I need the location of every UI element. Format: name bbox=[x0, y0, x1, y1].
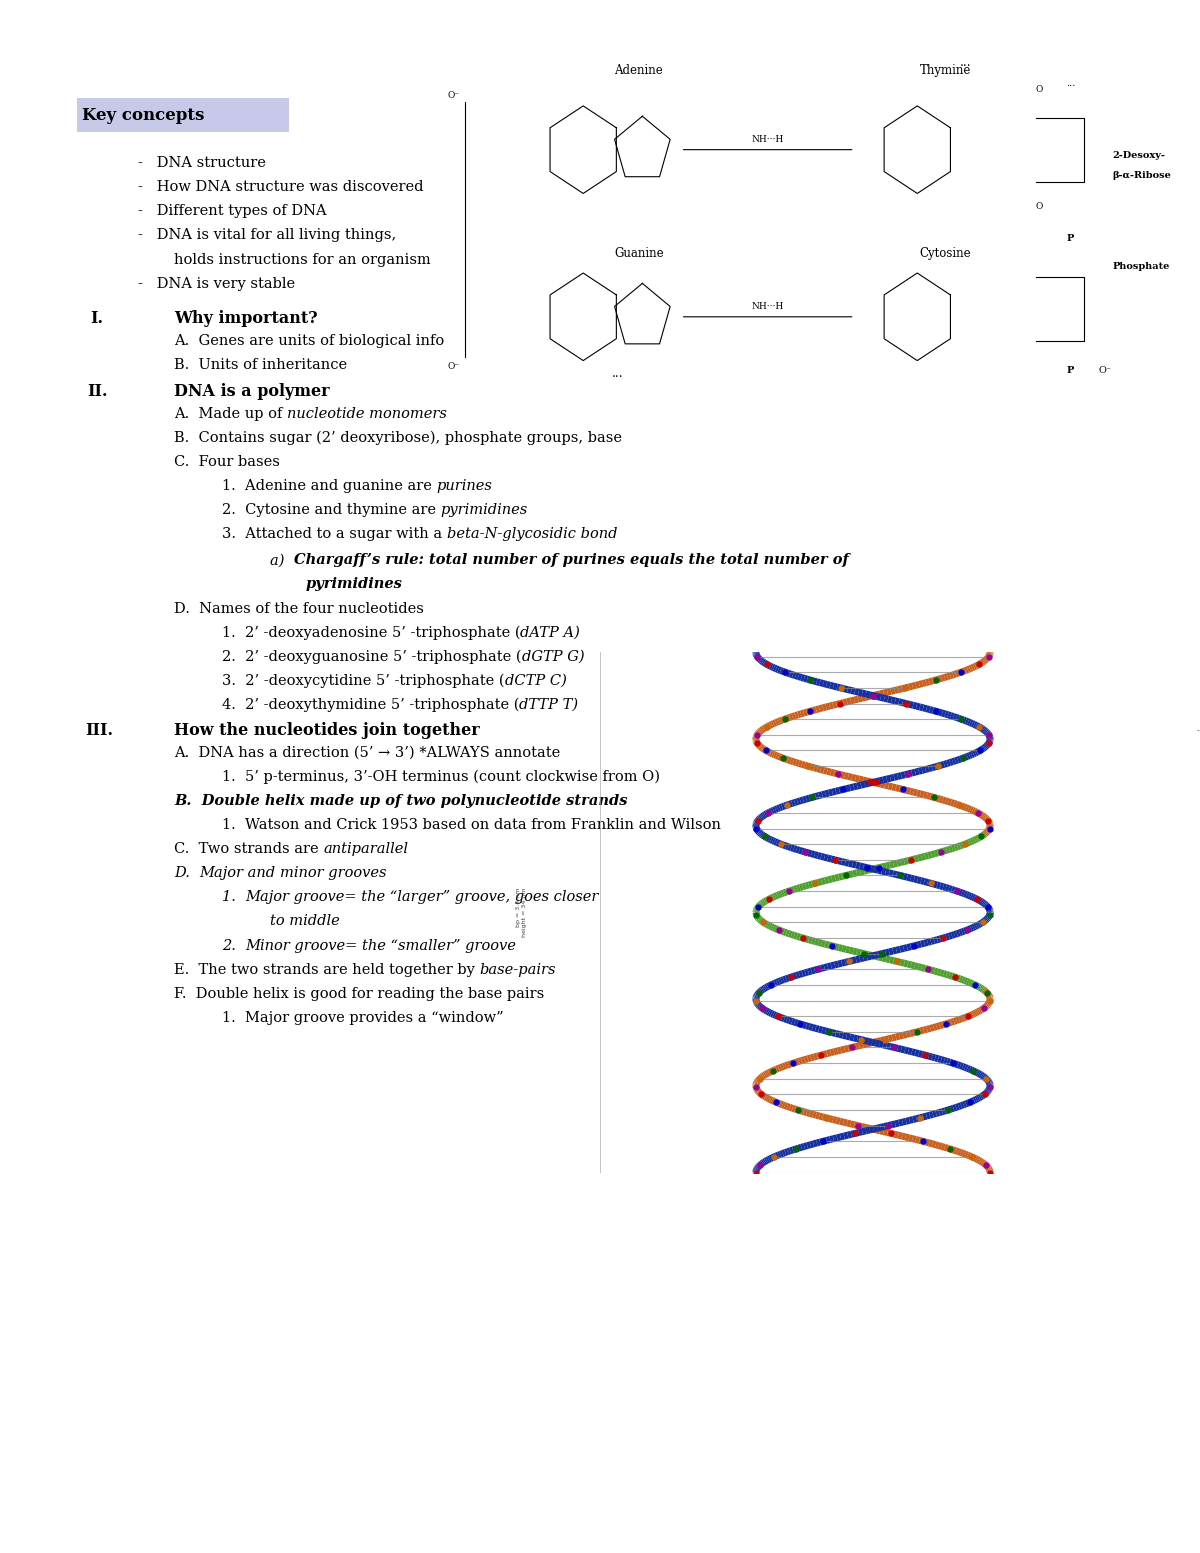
Text: a): a) bbox=[270, 553, 294, 567]
Text: Thymine: Thymine bbox=[919, 64, 971, 78]
Text: NH···H: NH···H bbox=[751, 135, 784, 144]
Text: ...: ... bbox=[1066, 79, 1075, 89]
Text: -   DNA is very stable: - DNA is very stable bbox=[138, 276, 295, 290]
Text: dATP A): dATP A) bbox=[521, 626, 581, 640]
Text: pyrimidines: pyrimidines bbox=[306, 578, 403, 592]
Text: Chargaff’s rule: total number of purines equals the total number of: Chargaff’s rule: total number of purines… bbox=[294, 553, 848, 567]
Text: D.  Names of the four nucleotides: D. Names of the four nucleotides bbox=[174, 601, 424, 615]
Text: Major: Major bbox=[199, 867, 244, 881]
Text: ...: ... bbox=[612, 367, 624, 379]
Text: ...: ... bbox=[960, 56, 972, 68]
Text: antiparallel: antiparallel bbox=[323, 842, 408, 856]
Text: 2.  2’ -deoxyguanosine 5’ -triphosphate (: 2. 2’ -deoxyguanosine 5’ -triphosphate ( bbox=[222, 649, 522, 665]
Text: base-pairs: base-pairs bbox=[480, 963, 556, 977]
Text: A.  Genes are units of biological info: A. Genes are units of biological info bbox=[174, 334, 444, 348]
Text: 3.  2’ -deoxycytidine 5’ -triphosphate (: 3. 2’ -deoxycytidine 5’ -triphosphate ( bbox=[222, 674, 504, 688]
Text: DNA is a polymer: DNA is a polymer bbox=[174, 382, 330, 399]
Text: C.  Two strands are: C. Two strands are bbox=[174, 842, 323, 856]
Text: minor grooves: minor grooves bbox=[280, 867, 386, 881]
Text: Key concepts: Key concepts bbox=[82, 107, 204, 124]
Text: dCTP C): dCTP C) bbox=[504, 674, 566, 688]
Text: dGTP G): dGTP G) bbox=[522, 649, 584, 663]
Text: O⁻: O⁻ bbox=[448, 92, 460, 99]
Text: F.  Double helix is good for reading the base pairs: F. Double helix is good for reading the … bbox=[174, 986, 545, 1000]
Text: dTTP T): dTTP T) bbox=[520, 697, 578, 711]
Text: B.  Contains sugar (2’ deoxyribose), phosphate groups, base: B. Contains sugar (2’ deoxyribose), phos… bbox=[174, 430, 622, 446]
Text: 1.  Watson and Crick 1953 based on data from Franklin and Wilson: 1. Watson and Crick 1953 based on data f… bbox=[222, 818, 721, 832]
Text: D.: D. bbox=[174, 867, 199, 881]
Text: P: P bbox=[1067, 365, 1074, 374]
FancyBboxPatch shape bbox=[77, 98, 289, 132]
Text: Phosphate: Phosphate bbox=[1112, 262, 1170, 272]
Text: holds instructions for an organism: holds instructions for an organism bbox=[174, 253, 431, 267]
Text: beta-N-glycosidic bond: beta-N-glycosidic bond bbox=[446, 526, 617, 540]
Text: 1.  5’ p-terminus, 3’-OH terminus (count clockwise from O): 1. 5’ p-terminus, 3’-OH terminus (count … bbox=[222, 770, 660, 784]
Text: Adenine: Adenine bbox=[614, 64, 664, 78]
Text: 1.  2’ -deoxyadenosine 5’ -triphosphate (: 1. 2’ -deoxyadenosine 5’ -triphosphate ( bbox=[222, 626, 521, 640]
Text: - figure: - figure bbox=[1196, 725, 1200, 735]
Text: A.  Made up of: A. Made up of bbox=[174, 407, 287, 421]
Text: 1.  Major groove provides a “window”: 1. Major groove provides a “window” bbox=[222, 1011, 504, 1025]
Text: bp = 3.4 nm
height = 34 nm: bp = 3.4 nm height = 34 nm bbox=[516, 888, 527, 936]
Text: Minor groove= the “smaller” groove: Minor groove= the “smaller” groove bbox=[245, 938, 516, 952]
Text: O: O bbox=[1036, 85, 1043, 95]
Text: Cytosine: Cytosine bbox=[919, 247, 971, 259]
Text: pyrimidines: pyrimidines bbox=[440, 503, 528, 517]
Text: 2-Desoxy-: 2-Desoxy- bbox=[1112, 151, 1165, 160]
Text: A.  DNA has a direction (5’ → 3’) *ALWAYS annotate: A. DNA has a direction (5’ → 3’) *ALWAYS… bbox=[174, 745, 560, 759]
Text: purines: purines bbox=[437, 478, 492, 492]
Text: P: P bbox=[1067, 235, 1074, 244]
Text: -   DNA structure: - DNA structure bbox=[138, 157, 266, 171]
Text: B.  Double helix made up of two polynucleotide strands: B. Double helix made up of two polynucle… bbox=[174, 794, 628, 808]
Text: How the nucleotides join together: How the nucleotides join together bbox=[174, 722, 480, 739]
Text: O⁻: O⁻ bbox=[1099, 365, 1111, 374]
Text: NH···H: NH···H bbox=[751, 301, 784, 311]
Text: Guanine: Guanine bbox=[614, 247, 664, 259]
Text: Major groove= the “larger” groove, goes closer: Major groove= the “larger” groove, goes … bbox=[245, 890, 599, 904]
Text: III.: III. bbox=[85, 722, 113, 739]
Text: 2.  Cytosine and thymine are: 2. Cytosine and thymine are bbox=[222, 503, 440, 517]
Text: B.  Units of inheritance: B. Units of inheritance bbox=[174, 359, 347, 373]
Text: to middle: to middle bbox=[270, 915, 340, 929]
Text: nucleotide monomers: nucleotide monomers bbox=[287, 407, 446, 421]
Text: 1.: 1. bbox=[222, 890, 245, 904]
Text: I.: I. bbox=[90, 311, 103, 328]
Text: C.  Four bases: C. Four bases bbox=[174, 455, 280, 469]
Text: 4.  2’ -deoxythymidine 5’ -triphosphate (: 4. 2’ -deoxythymidine 5’ -triphosphate ( bbox=[222, 697, 520, 713]
Text: -   Different types of DNA: - Different types of DNA bbox=[138, 205, 326, 219]
Text: Why important?: Why important? bbox=[174, 311, 318, 328]
Text: and: and bbox=[244, 867, 280, 881]
Text: O: O bbox=[1036, 202, 1043, 211]
Text: -   DNA is vital for all living things,: - DNA is vital for all living things, bbox=[138, 228, 396, 242]
Text: E.  The two strands are held together by: E. The two strands are held together by bbox=[174, 963, 480, 977]
Text: II.: II. bbox=[88, 382, 108, 399]
Text: O⁻: O⁻ bbox=[448, 362, 460, 371]
Text: β-α-Ribose: β-α-Ribose bbox=[1112, 171, 1171, 180]
Text: 1.  Adenine and guanine are: 1. Adenine and guanine are bbox=[222, 478, 437, 492]
Text: -   How DNA structure was discovered: - How DNA structure was discovered bbox=[138, 180, 424, 194]
Text: 3.  Attached to a sugar with a: 3. Attached to a sugar with a bbox=[222, 526, 446, 540]
Text: 2.: 2. bbox=[222, 938, 245, 952]
